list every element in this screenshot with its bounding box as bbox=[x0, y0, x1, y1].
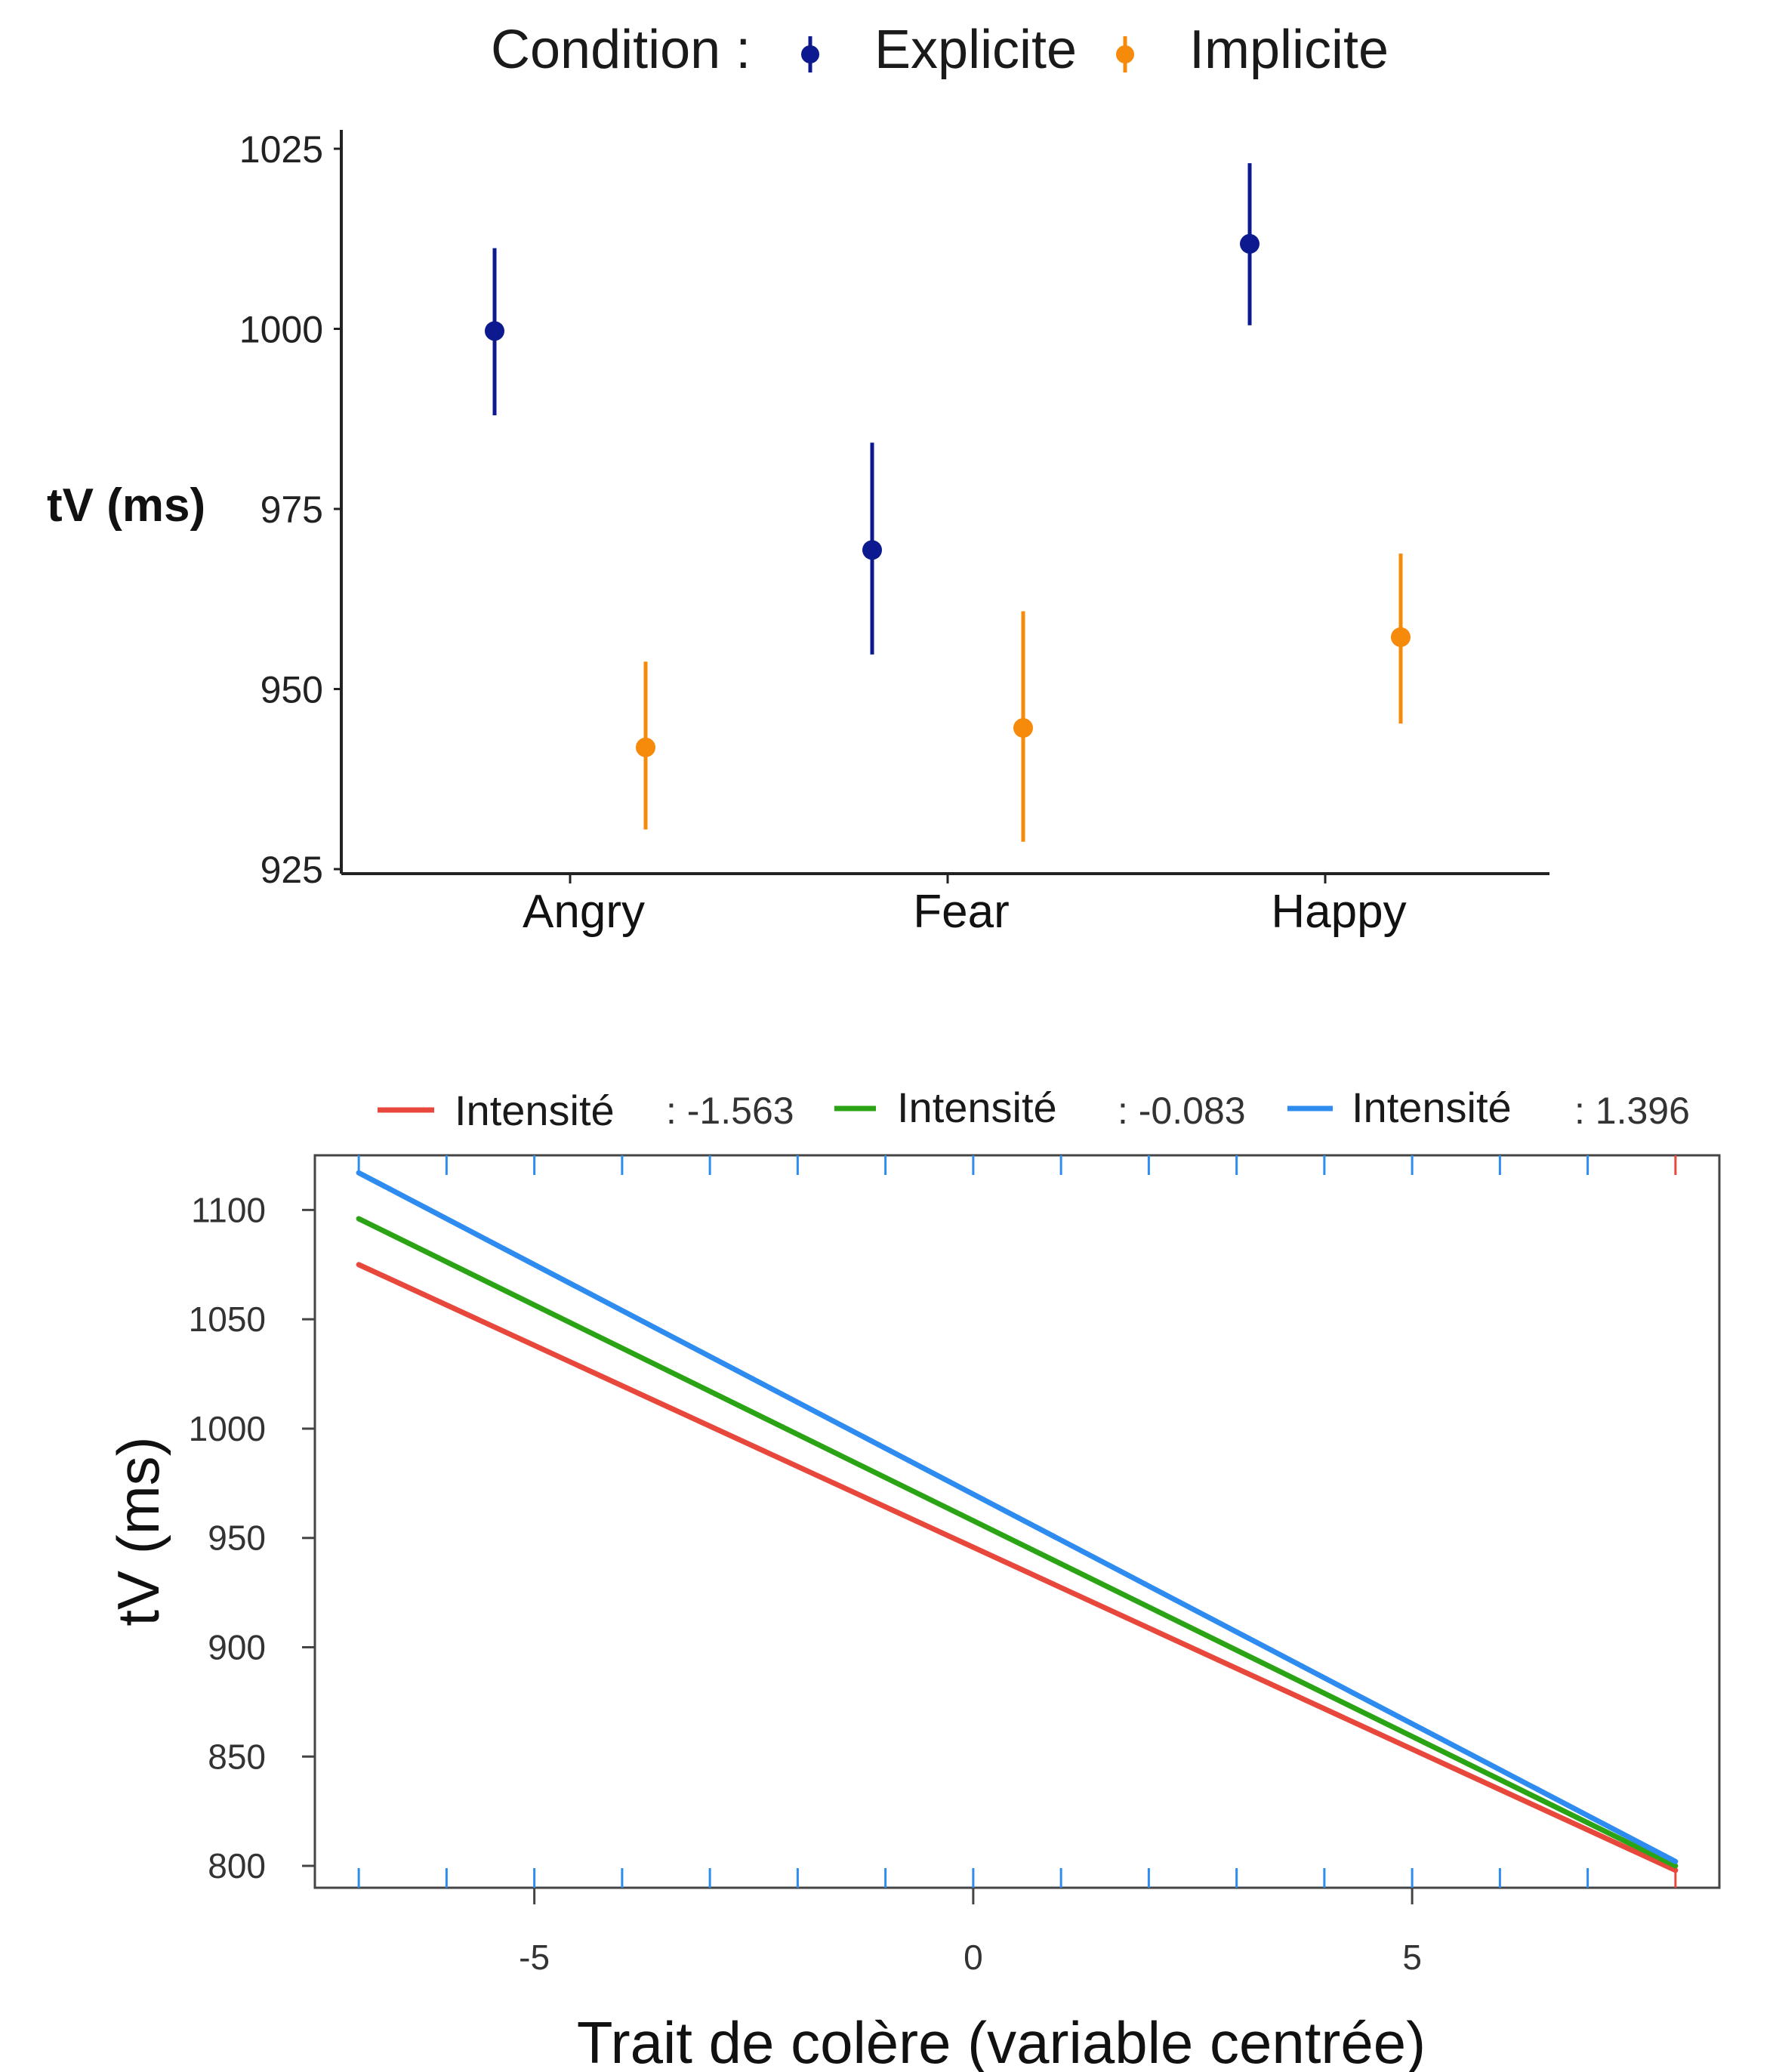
point-explicite bbox=[485, 321, 504, 341]
chart1-x-tick-label: Fear bbox=[913, 886, 1009, 938]
chart2-y-tick-label: 950 bbox=[208, 1519, 266, 1558]
chart2-x-ticks: -5 0 5 bbox=[519, 1888, 1422, 1977]
regression-line-intensity-mid bbox=[356, 1216, 1679, 1869]
point-implicite bbox=[1013, 718, 1033, 738]
point-implicite bbox=[636, 737, 655, 757]
legend-value-intensity-high: : 1.396 bbox=[1574, 1090, 1690, 1132]
point-implicite bbox=[1391, 627, 1411, 647]
regression-line-intensity-high bbox=[356, 1170, 1679, 1864]
legend-label-implicite: Implicite bbox=[1189, 20, 1389, 80]
chart1-legend-title: Condition : bbox=[491, 20, 751, 80]
chart2-x-tick-label: 5 bbox=[1402, 1938, 1422, 1977]
chart2-plot-frame bbox=[313, 1154, 1721, 1889]
chart1-x-ticks: Angry Fear Happy bbox=[523, 874, 1407, 938]
chart1-y-ticks: 1025 1000 975 950 925 bbox=[239, 128, 341, 891]
chart2-y-ticks: 1100 1050 1000 950 900 850 800 bbox=[189, 1190, 315, 1885]
chart1-y-axis-title: tV (ms) bbox=[47, 479, 205, 532]
chart1-y-tick-label: 1025 bbox=[239, 128, 323, 171]
point-explicite bbox=[1240, 233, 1260, 254]
chart1-y-tick-label: 925 bbox=[261, 849, 323, 891]
chart2-x-tick-label: -5 bbox=[519, 1938, 550, 1977]
chart1-data-marks bbox=[485, 163, 1411, 842]
chart2-x-axis-title: Trait de colère (variable centrée) bbox=[577, 2009, 1426, 2072]
chart1-y-tick-label: 1000 bbox=[239, 309, 323, 351]
chart1-x-tick-label: Happy bbox=[1271, 886, 1406, 938]
chart2-rug-ticks bbox=[357, 1155, 1677, 1888]
chart2-y-tick-label: 1100 bbox=[191, 1190, 266, 1229]
point-explicite bbox=[862, 540, 882, 560]
legend-value-intensity-mid: : -0.083 bbox=[1118, 1090, 1246, 1132]
legend-label-intensity-high: Intensité bbox=[1352, 1084, 1512, 1131]
legend-marker-explicite bbox=[801, 36, 819, 72]
chart1-y-tick-label: 950 bbox=[261, 669, 323, 711]
chart2-y-axis-title: tV (ms) bbox=[105, 1436, 171, 1626]
chart2-y-tick-label: 1000 bbox=[189, 1409, 266, 1448]
chart1-x-tick-label: Angry bbox=[523, 886, 645, 938]
legend-label-intensity-mid: Intensité bbox=[897, 1084, 1057, 1131]
chart2-y-tick-label: 900 bbox=[208, 1627, 266, 1667]
anger-trait-chart: Intensité : -1.563 Intensité : -0.083 In… bbox=[105, 1084, 1721, 2072]
legend-value-intensity-low: : -1.563 bbox=[666, 1090, 794, 1132]
chart2-y-tick-label: 1050 bbox=[189, 1300, 266, 1339]
chart1-legend: Condition : Explicite Implicite bbox=[491, 20, 1389, 80]
regression-line-intensity-low bbox=[356, 1262, 1679, 1873]
legend-label-intensity-low: Intensité bbox=[455, 1087, 615, 1134]
legend-label-explicite: Explicite bbox=[874, 20, 1077, 80]
legend-marker-implicite bbox=[1116, 36, 1134, 72]
chart2-x-tick-label: 0 bbox=[964, 1938, 983, 1977]
chart2-y-tick-label: 800 bbox=[208, 1846, 266, 1885]
chart1-y-tick-label: 975 bbox=[261, 489, 323, 531]
chart2-legend: Intensité : -1.563 Intensité : -0.083 In… bbox=[378, 1084, 1690, 1134]
chart2-regression-lines bbox=[356, 1170, 1679, 1873]
chart2-y-tick-label: 850 bbox=[208, 1737, 266, 1776]
condition-emotion-chart: Condition : Explicite Implicite tV (ms) … bbox=[47, 20, 1549, 938]
